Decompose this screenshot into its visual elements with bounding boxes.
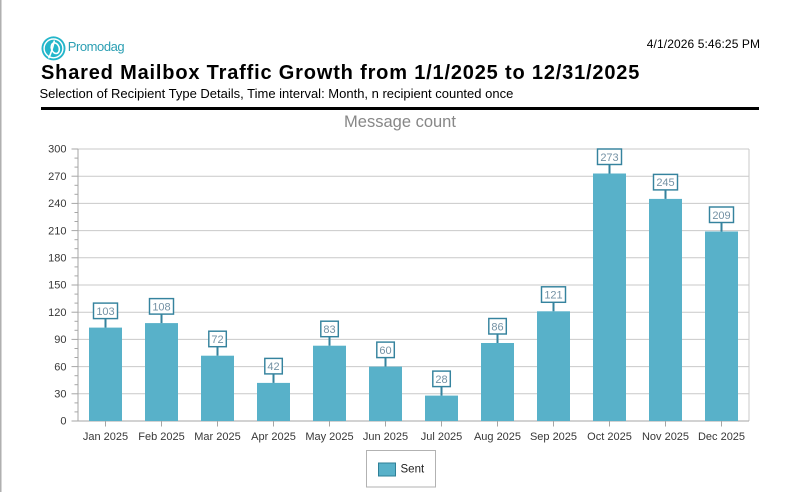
svg-text:150: 150 (48, 280, 66, 292)
svg-text:108: 108 (152, 301, 170, 313)
svg-text:Dec 2025: Dec 2025 (698, 431, 745, 443)
svg-text:Apr 2025: Apr 2025 (251, 431, 296, 443)
svg-text:Oct 2025: Oct 2025 (587, 431, 632, 443)
svg-text:273: 273 (600, 152, 618, 164)
svg-text:121: 121 (544, 290, 562, 302)
svg-text:103: 103 (96, 306, 114, 318)
svg-text:240: 240 (48, 198, 66, 210)
svg-text:30: 30 (54, 389, 66, 401)
svg-text:210: 210 (48, 225, 66, 237)
svg-text:60: 60 (379, 345, 391, 357)
svg-text:86: 86 (491, 321, 503, 333)
svg-text:120: 120 (48, 307, 66, 319)
svg-text:245: 245 (656, 177, 674, 189)
svg-text:Mar 2025: Mar 2025 (194, 431, 240, 443)
svg-text:83: 83 (323, 324, 335, 336)
svg-text:180: 180 (48, 253, 66, 265)
svg-text:Feb 2025: Feb 2025 (138, 431, 184, 443)
svg-text:Nov 2025: Nov 2025 (642, 431, 689, 443)
svg-text:270: 270 (48, 171, 66, 183)
svg-text:Aug 2025: Aug 2025 (474, 431, 521, 443)
svg-text:42: 42 (267, 361, 279, 373)
svg-text:Sep 2025: Sep 2025 (530, 431, 577, 443)
svg-text:28: 28 (435, 374, 447, 386)
svg-text:May 2025: May 2025 (305, 431, 353, 443)
svg-text:Jun 2025: Jun 2025 (363, 431, 408, 443)
svg-text:Jan 2025: Jan 2025 (83, 431, 128, 443)
svg-text:300: 300 (48, 144, 66, 156)
svg-text:60: 60 (54, 361, 66, 373)
svg-text:Sent: Sent (401, 463, 425, 475)
svg-text:90: 90 (54, 334, 66, 346)
svg-text:0: 0 (60, 416, 66, 428)
svg-text:209: 209 (712, 210, 730, 222)
svg-text:72: 72 (211, 334, 223, 346)
svg-text:Jul 2025: Jul 2025 (421, 431, 463, 443)
